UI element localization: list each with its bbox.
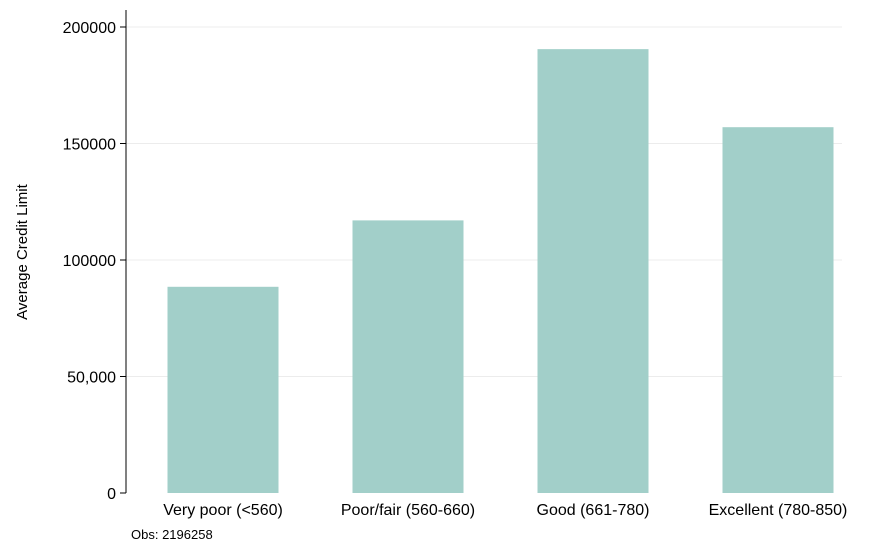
x-tick-label: Excellent (780-850) (709, 502, 848, 519)
observations-note: Obs: 2196258 (131, 527, 213, 542)
y-tick-label: 200000 (63, 20, 116, 37)
x-tick-label: Good (661-780) (537, 502, 650, 519)
bar (537, 49, 649, 493)
y-ticks: 0 50,000 100000 150000 200000 (63, 20, 126, 503)
y-tick-label: 150000 (63, 137, 116, 154)
bar (722, 127, 834, 493)
y-axis-title: Average Credit Limit (14, 183, 31, 319)
y-tick-label: 0 (107, 486, 116, 503)
x-tick-labels: Very poor (<560) Poor/fair (560-660) Good … (163, 502, 847, 519)
bar (352, 220, 464, 493)
x-tick-label: Very poor (<560) (163, 502, 283, 519)
bars (167, 49, 834, 493)
bar (167, 286, 279, 493)
x-tick-label: Poor/fair (560-660) (341, 502, 475, 519)
y-tick-label: 100000 (63, 253, 116, 270)
y-tick-label: 50,000 (67, 370, 116, 387)
